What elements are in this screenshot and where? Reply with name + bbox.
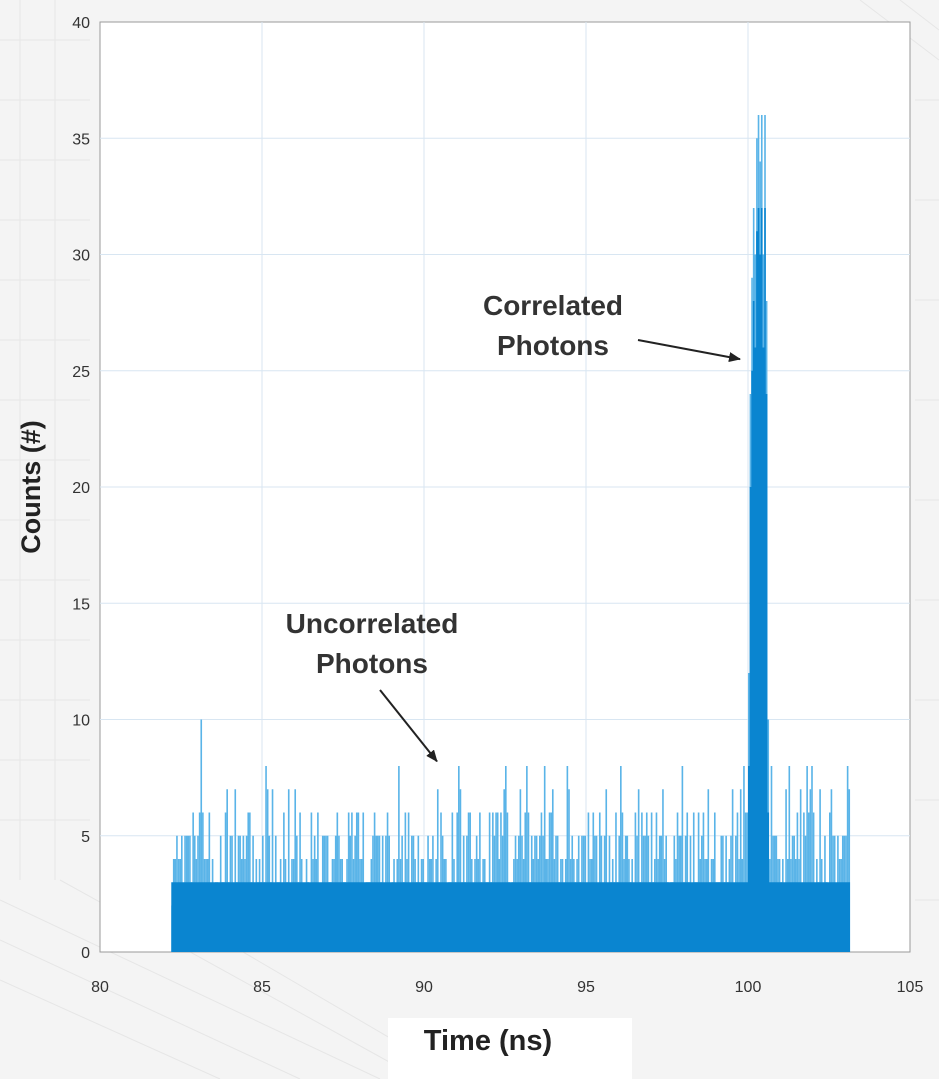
histogram-bar xyxy=(505,766,507,952)
histogram-bar xyxy=(566,766,569,952)
histogram-bar xyxy=(568,789,570,952)
y-axis-title: Counts (#) xyxy=(16,420,46,553)
x-tick-label: 90 xyxy=(415,979,433,996)
histogram-bar xyxy=(770,766,773,952)
histogram-bar xyxy=(605,789,608,952)
histogram-bar xyxy=(458,766,460,952)
histogram-bar xyxy=(271,789,274,952)
annotation-arrow xyxy=(637,339,741,363)
x-tick-label: 85 xyxy=(253,979,271,996)
y-tick-label: 10 xyxy=(72,713,90,730)
y-tick-label: 30 xyxy=(72,248,90,265)
histogram-bar xyxy=(739,789,742,952)
histogram-bar xyxy=(436,789,439,952)
y-tick-label: 15 xyxy=(72,596,90,613)
histogram-bar xyxy=(226,789,228,952)
histogram-bar xyxy=(503,789,505,952)
histogram-bar xyxy=(806,766,808,952)
annotation-label: Uncorrelated xyxy=(286,608,459,639)
histogram-bar xyxy=(519,789,522,952)
histogram-bar xyxy=(200,719,203,952)
histogram-bar xyxy=(287,789,290,952)
x-tick-label: 100 xyxy=(735,979,762,996)
annotation-label: Photons xyxy=(316,648,428,679)
histogram-bar xyxy=(459,789,462,952)
histogram-bar xyxy=(543,766,546,952)
y-tick-label: 20 xyxy=(72,480,90,497)
histogram-bar xyxy=(526,766,528,952)
histogram-bar xyxy=(785,789,787,952)
histogram-bar xyxy=(809,789,812,952)
y-tick-label: 0 xyxy=(81,945,90,962)
histogram-bar xyxy=(620,766,622,952)
annotation-label: Photons xyxy=(497,330,609,361)
histogram-bar xyxy=(637,789,640,952)
histogram-bar xyxy=(551,789,554,952)
x-tick-label: 80 xyxy=(91,979,109,996)
histogram-bar xyxy=(788,766,791,952)
histogram-bar xyxy=(707,789,710,952)
x-tick-label: 105 xyxy=(897,979,924,996)
y-tick-label: 5 xyxy=(81,829,90,846)
x-axis-title-backdrop xyxy=(388,1018,632,1079)
histogram-bar xyxy=(846,766,849,952)
y-tick-label: 35 xyxy=(72,131,90,148)
y-tick-label: 40 xyxy=(72,15,90,32)
annotation-arrow xyxy=(379,689,438,763)
histogram-bar xyxy=(294,789,297,952)
histogram-bar xyxy=(234,789,237,952)
histogram-bar xyxy=(731,789,734,952)
histogram-bar xyxy=(743,766,745,952)
histogram-bar xyxy=(681,766,684,952)
histogram-bar xyxy=(848,789,851,952)
y-tick-label: 25 xyxy=(72,364,90,381)
histogram-bar xyxy=(266,789,269,952)
histogram-bar xyxy=(398,766,400,952)
histogram-bar xyxy=(662,789,664,952)
histogram-bar xyxy=(265,766,267,952)
histogram-bar xyxy=(830,789,833,952)
x-axis-title: Time (ns) xyxy=(424,1025,552,1057)
x-tick-label: 95 xyxy=(577,979,595,996)
histogram-bar xyxy=(811,766,813,952)
histogram-bar xyxy=(819,789,821,952)
annotation-label: Correlated xyxy=(483,290,623,321)
histogram-bar xyxy=(799,789,802,952)
